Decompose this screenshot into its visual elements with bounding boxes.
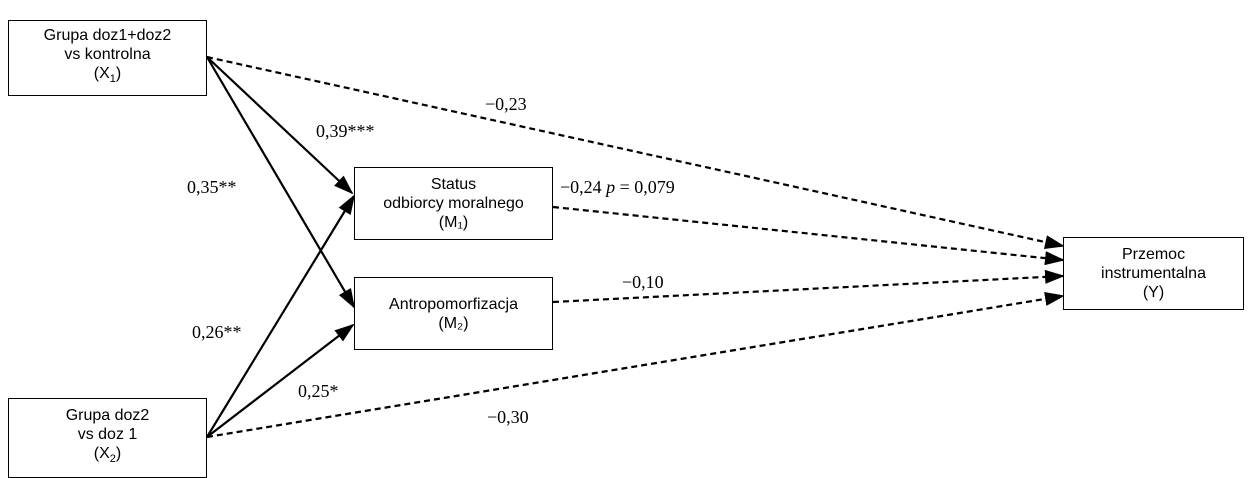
coef-x1-m2: 0,35** (187, 177, 237, 197)
node-x1-line2: vs kontrolna (64, 46, 151, 64)
node-y: Przemoc instrumentalna (Y) (1063, 237, 1244, 310)
node-x2-line2: vs doz 1 (77, 426, 138, 444)
arrow-x2-m1 (206, 194, 356, 438)
arrow-m1-y (552, 205, 1065, 266)
coef-m1-y-p: p (606, 177, 616, 197)
node-m1-line1: Status (430, 176, 477, 193)
arrow-m2-y (552, 269, 1065, 304)
node-m1: Status odbiorcy moralnego (M₁) (354, 167, 553, 240)
node-x1-line1: Grupa doz1+doz2 (43, 27, 172, 45)
coef-m2-y: −0,10 (622, 272, 664, 292)
arrow-x1-y (206, 55, 1065, 249)
node-x2-line3: (X2) (93, 445, 122, 466)
arrow-x2-y (206, 292, 1065, 439)
coef-m1-y-value: −0,24 (560, 177, 602, 197)
node-m2: Antropomorfizacja (M₂) (354, 277, 553, 350)
coef-m1-y-pvalue: = 0,079 (615, 177, 675, 197)
node-y-line2: instrumentalna (1101, 265, 1206, 282)
node-y-line1: Przemoc (1121, 246, 1186, 263)
node-m1-line2: odbiorcy moralnego (383, 195, 524, 212)
node-x1-line3: (X1) (93, 65, 122, 86)
coef-x1-y: −0,23 (485, 94, 527, 114)
arrow-x1-m2 (206, 56, 356, 309)
coef-x2-y: −0,30 (487, 407, 529, 427)
coef-x2-m2: 0,25* (298, 381, 339, 401)
node-x1: Grupa doz1+doz2 vs kontrolna (X1) (8, 20, 207, 96)
coef-x2-m1: 0,26** (192, 322, 242, 342)
node-y-line3: (Y) (1142, 284, 1165, 301)
node-x2: Grupa doz2 vs doz 1 (X2) (8, 398, 207, 478)
coef-x1-m1: 0,39*** (316, 121, 375, 141)
node-m1-line3: (M₁) (438, 214, 469, 231)
arrow-x1-m1 (206, 56, 354, 195)
coef-m1-y: −0,24 p = 0,079 (560, 177, 675, 197)
node-m2-line1: Antropomorfizacja (389, 295, 518, 313)
node-x2-line1: Grupa doz2 (65, 407, 150, 425)
arrow-x2-m2 (206, 323, 355, 438)
node-m2-line2: (M₂) (438, 314, 469, 332)
